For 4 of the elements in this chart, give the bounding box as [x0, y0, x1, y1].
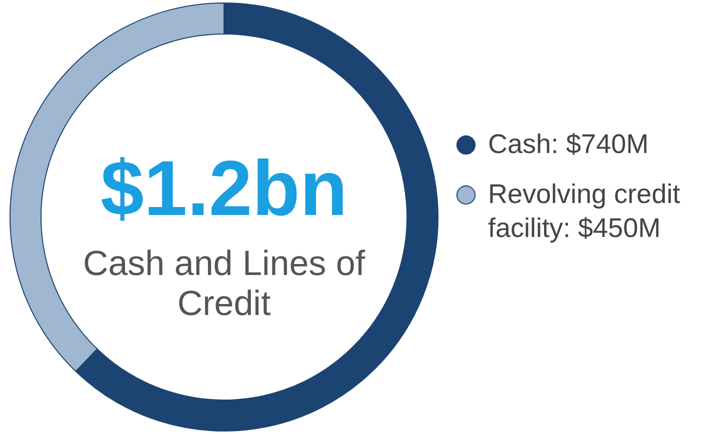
text: Cash and Lines of Credit — [82, 244, 366, 323]
text: $1.2bn — [100, 144, 348, 232]
legend-label: Revolving credit facility: $450M — [488, 179, 681, 243]
legend-label: Cash: $740M — [488, 129, 649, 159]
